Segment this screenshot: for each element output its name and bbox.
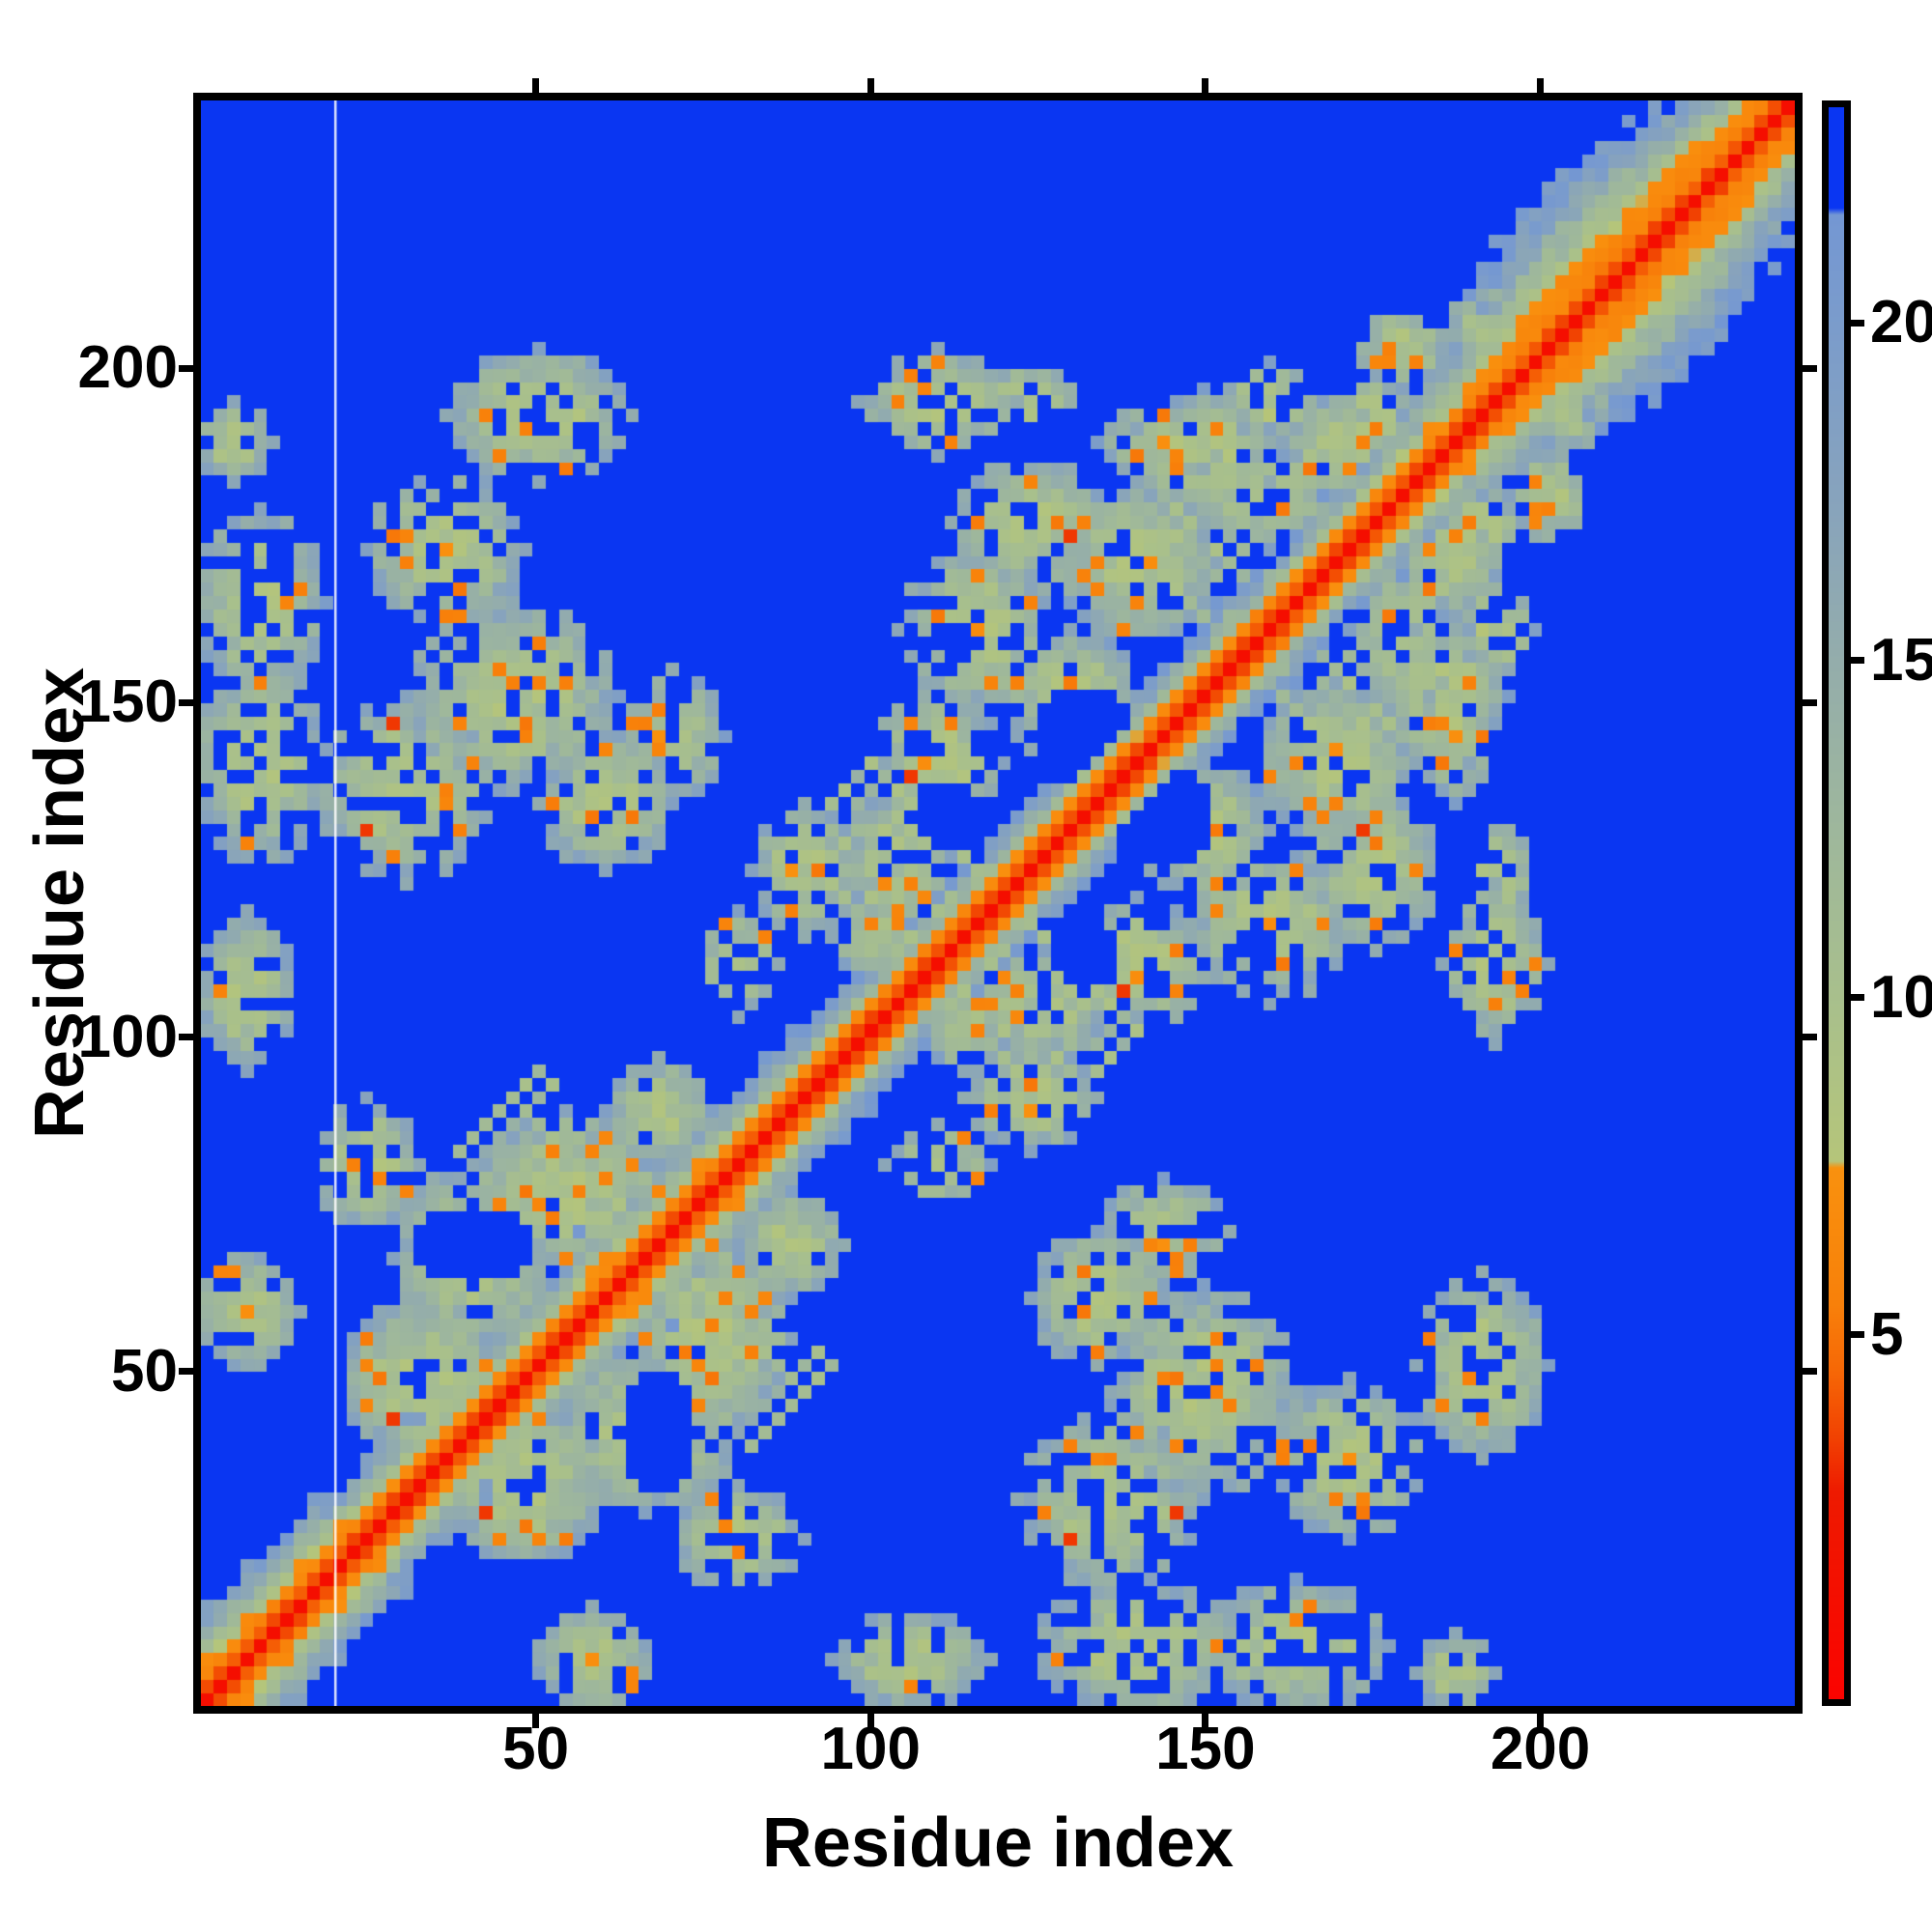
colorbar-tick	[1851, 994, 1864, 1002]
y-tick-label: 50	[111, 1337, 178, 1405]
colorbar-tick	[1851, 657, 1864, 665]
x-tick-label: 50	[502, 1716, 570, 1782]
x-tick	[1537, 1714, 1545, 1728]
y-tick	[179, 364, 193, 372]
colorbar-tick-label: 10	[1870, 963, 1932, 1031]
y-tick-mirror	[1803, 364, 1817, 372]
y-tick-label: 150	[77, 668, 178, 736]
residue-distance-heatmap	[201, 100, 1795, 1706]
x-axis-label: Residue index	[761, 1804, 1235, 1882]
y-tick-label: 100	[77, 1003, 178, 1070]
x-tick-label: 100	[820, 1716, 921, 1782]
y-tick-label: 200	[77, 334, 178, 401]
x-tick	[1202, 1714, 1209, 1728]
x-tick-mirror	[1537, 78, 1545, 93]
colorbar	[1822, 100, 1851, 1706]
colorbar-tick-label: 15	[1870, 626, 1932, 694]
y-tick-mirror	[1803, 1034, 1817, 1040]
x-tick-label: 200	[1490, 1716, 1591, 1782]
x-tick	[867, 1714, 874, 1728]
y-tick	[179, 698, 193, 706]
y-tick-mirror	[1803, 698, 1817, 706]
y-tick	[179, 1368, 193, 1376]
x-tick-mirror	[867, 78, 874, 93]
colorbar-tick-label: 20	[1870, 289, 1932, 356]
colorbar-tick	[1851, 319, 1864, 327]
colorbar-tick	[1851, 1331, 1864, 1339]
colorbar-tick-label: 5	[1870, 1300, 1904, 1368]
y-tick-mirror	[1803, 1368, 1817, 1376]
x-tick	[532, 1714, 540, 1728]
colorbar-gradient	[1829, 107, 1844, 1699]
x-tick-mirror	[532, 78, 540, 93]
y-tick	[179, 1034, 193, 1040]
y-axis-label: Residue index	[21, 667, 99, 1140]
x-tick-label: 150	[1155, 1716, 1256, 1782]
x-tick-mirror	[1202, 78, 1209, 93]
